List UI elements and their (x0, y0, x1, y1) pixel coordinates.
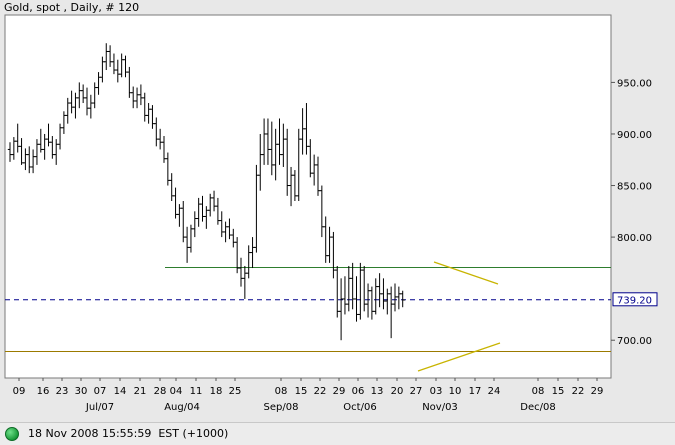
current-price-label: 739.20 (617, 295, 652, 306)
x-day-label: 11 (190, 386, 203, 397)
x-day-label: 27 (410, 386, 423, 397)
x-day-label: 03 (430, 386, 443, 397)
x-day-label: 10 (449, 386, 462, 397)
x-month-label: Nov/03 (422, 402, 458, 413)
x-day-label: 15 (552, 386, 565, 397)
y-tick-label: 700.00 (617, 336, 652, 347)
x-axis: 09 16 23 30 07 14 21 28 04 11 18 25 08 15 22 29 06 13 20 27… (13, 378, 604, 413)
x-day-label: 07 (94, 386, 107, 397)
x-day-label: 25 (229, 386, 242, 397)
x-day-label: 24 (488, 386, 501, 397)
x-day-label: 23 (56, 386, 69, 397)
x-day-label: 08 (532, 386, 545, 397)
x-month-label: Jul/07 (85, 402, 114, 413)
current-price-box (612, 292, 658, 307)
x-day-label: 09 (13, 386, 26, 397)
y-tick-label: 800.00 (617, 233, 652, 244)
x-day-label: 18 (210, 386, 223, 397)
x-day-label: 13 (371, 386, 384, 397)
gold-ohlc-chart: 950.00 900.00 850.00 800.00 700.00 739.20 09 1… (4, 1, 658, 413)
x-day-label: 29 (333, 386, 346, 397)
x-month-label: Oct/06 (343, 402, 376, 413)
chart-title: Gold, spot , Daily, # 120 (4, 1, 139, 14)
x-day-label: 30 (75, 386, 88, 397)
x-day-label: 14 (114, 386, 127, 397)
plot-area (4, 14, 612, 379)
indicator-lines (5, 261, 611, 372)
x-day-label: 08 (275, 386, 288, 397)
x-day-label: 21 (134, 386, 147, 397)
y-tick-label: 900.00 (617, 130, 652, 141)
x-day-label: 29 (591, 386, 604, 397)
x-day-label: 17 (469, 386, 482, 397)
connection-status-icon (5, 427, 19, 441)
ohlc-bar (400, 290, 405, 308)
y-tick-label: 850.00 (617, 182, 652, 193)
status-timestamp: 18 Nov 2008 15:55:59 EST (+1000) (28, 427, 229, 440)
x-day-label: 06 (352, 386, 365, 397)
x-day-label: 20 (391, 386, 404, 397)
triangle-upper-line (433, 261, 499, 285)
x-day-label: 16 (37, 386, 50, 397)
y-tick-label: 950.00 (617, 78, 652, 89)
x-day-label: 04 (170, 386, 183, 397)
x-day-label: 28 (154, 386, 167, 397)
y-axis: 950.00 900.00 850.00 800.00 700.00 739.20 (611, 78, 658, 347)
x-day-label: 22 (572, 386, 585, 397)
x-day-label: 15 (295, 386, 308, 397)
x-month-label: Dec/08 (520, 402, 555, 413)
x-month-label: Aug/04 (164, 402, 200, 413)
status-bar: 18 Nov 2008 15:55:59 EST (+1000) (0, 422, 675, 445)
x-month-label: Sep/08 (264, 402, 299, 413)
x-day-label: 22 (314, 386, 327, 397)
price-bars (7, 43, 405, 341)
triangle-lower-line (417, 342, 501, 372)
